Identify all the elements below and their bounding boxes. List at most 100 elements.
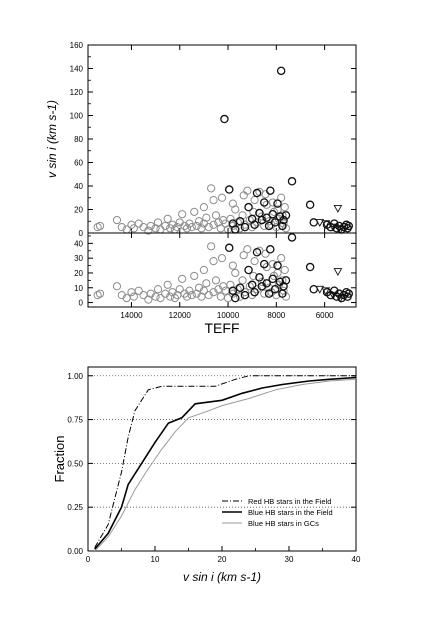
y-tick-label: 40 (74, 182, 83, 191)
gray-circle-marker (228, 289, 237, 298)
gray-circle-marker (127, 288, 136, 297)
black-circle-marker (240, 222, 250, 232)
gray-circle-marker (277, 254, 286, 263)
series-line-1 (94, 375, 356, 548)
gray-circle-marker (129, 292, 138, 301)
gray-circle-marker (228, 199, 237, 208)
black-circle-marker (264, 289, 274, 298)
black-circle-marker (252, 188, 262, 198)
gray-circle-marker (153, 285, 163, 294)
y-tick-label: 0.75 (67, 416, 83, 425)
gray-circle-marker (239, 191, 248, 200)
gray-circle-marker (117, 223, 126, 232)
y-tick-label: 140 (70, 65, 84, 74)
gray-circle-marker (226, 214, 235, 223)
gray-circle-marker (95, 289, 105, 298)
black-circle-marker (228, 286, 238, 295)
black-circle-marker (250, 220, 259, 230)
black-circle-marker (287, 177, 297, 186)
gray-circle-marker (204, 223, 213, 232)
panel-bottom-x-label: v sin i (km s-1) (183, 570, 261, 584)
black-circle-marker (281, 211, 291, 220)
black-circle-marker (268, 274, 277, 284)
gray-circle-marker (209, 196, 218, 205)
gray-circle-marker (187, 291, 196, 300)
gray-circle-marker (178, 210, 187, 219)
black-circle-marker (262, 279, 271, 288)
gray-circle-marker (134, 219, 143, 228)
black-circle-marker (279, 215, 288, 225)
gray-circle-marker (250, 257, 259, 266)
gray-circle-marker (151, 292, 160, 301)
panel-top-frame (87, 44, 357, 234)
series-line-2 (94, 376, 357, 550)
panel-bottom-lines (94, 375, 357, 552)
y-tick-label: 20 (74, 269, 83, 278)
x-tick-label: 10 (151, 555, 160, 564)
gray-circle-marker (223, 294, 233, 303)
gray-circle-marker (209, 257, 218, 266)
gray-circle-marker (163, 214, 172, 223)
gray-circle-marker (221, 286, 230, 295)
gray-circle-marker (175, 285, 184, 294)
black-circle-marker (235, 216, 245, 226)
gray-circle-marker (93, 291, 102, 300)
black-circle-marker (257, 215, 267, 225)
panel-top-y-label: v sin i (km s-1) (45, 100, 59, 178)
y-tick-label: 10 (74, 284, 83, 293)
y-tick-label: 120 (70, 88, 84, 97)
panel-mid-frame (87, 232, 357, 308)
x-tick-label: 30 (285, 555, 294, 564)
gray-circle-marker (146, 221, 155, 231)
gray-circle-marker (243, 245, 252, 254)
black-circle-marker (250, 287, 259, 297)
x-tick-label: 40 (352, 555, 361, 564)
y-tick-label: 60 (74, 159, 83, 168)
panel-mid-x-ticks: 14000 12000 10000 8000 6000 (120, 233, 334, 320)
triangle-marker (335, 226, 345, 235)
black-circle-marker (224, 185, 234, 194)
y-tick-label: 40 (74, 239, 83, 248)
x-tick-label: 0 (86, 555, 91, 564)
gray-circle-marker (211, 211, 221, 220)
gray-circle-marker (217, 254, 227, 263)
x-tick-label: 12000 (169, 311, 192, 320)
triangle-marker (333, 268, 343, 277)
triangle-marker (333, 204, 343, 213)
black-circle-marker (231, 293, 240, 303)
black-circle-marker (273, 261, 282, 270)
gray-circle-marker (202, 213, 211, 222)
gray-circle-marker (153, 218, 163, 227)
y-tick-label: 100 (70, 112, 84, 121)
black-circle-marker (266, 245, 275, 254)
x-tick-label: 8000 (267, 311, 285, 320)
gray-circle-marker (268, 259, 277, 269)
gray-circle-marker (95, 221, 105, 231)
gray-circle-marker (202, 279, 211, 288)
black-circle-marker (305, 262, 315, 272)
x-tick-label: 20 (218, 555, 227, 564)
y-tick-label: 80 (74, 135, 83, 144)
gray-circle-marker (211, 276, 221, 285)
black-circle-marker (278, 221, 287, 231)
x-tick-label: 6000 (316, 311, 334, 320)
gray-circle-marker (178, 274, 187, 283)
black-circle-marker (270, 284, 280, 294)
x-tick-label: 10000 (217, 311, 240, 320)
series-line-3 (94, 378, 357, 552)
panel-mid-marks (93, 233, 354, 304)
black-circle-marker (266, 186, 275, 195)
gray-circle-marker (144, 226, 153, 235)
black-circle-marker (252, 247, 262, 257)
black-circle-marker (220, 114, 229, 124)
panel-vsini-zoom: 0 10 20 30 40 14000 12000 10000 8000 6000 TEFF (74, 232, 357, 336)
gray-circle-marker (139, 291, 148, 300)
gray-circle-marker (187, 223, 196, 232)
black-circle-marker (305, 200, 315, 210)
triangle-marker (328, 223, 338, 232)
gray-circle-marker (129, 224, 138, 233)
y-tick-label: 0 (79, 229, 84, 238)
black-circle-marker (344, 221, 354, 231)
y-tick-label: 160 (70, 41, 84, 50)
gray-circle-marker (240, 288, 250, 297)
